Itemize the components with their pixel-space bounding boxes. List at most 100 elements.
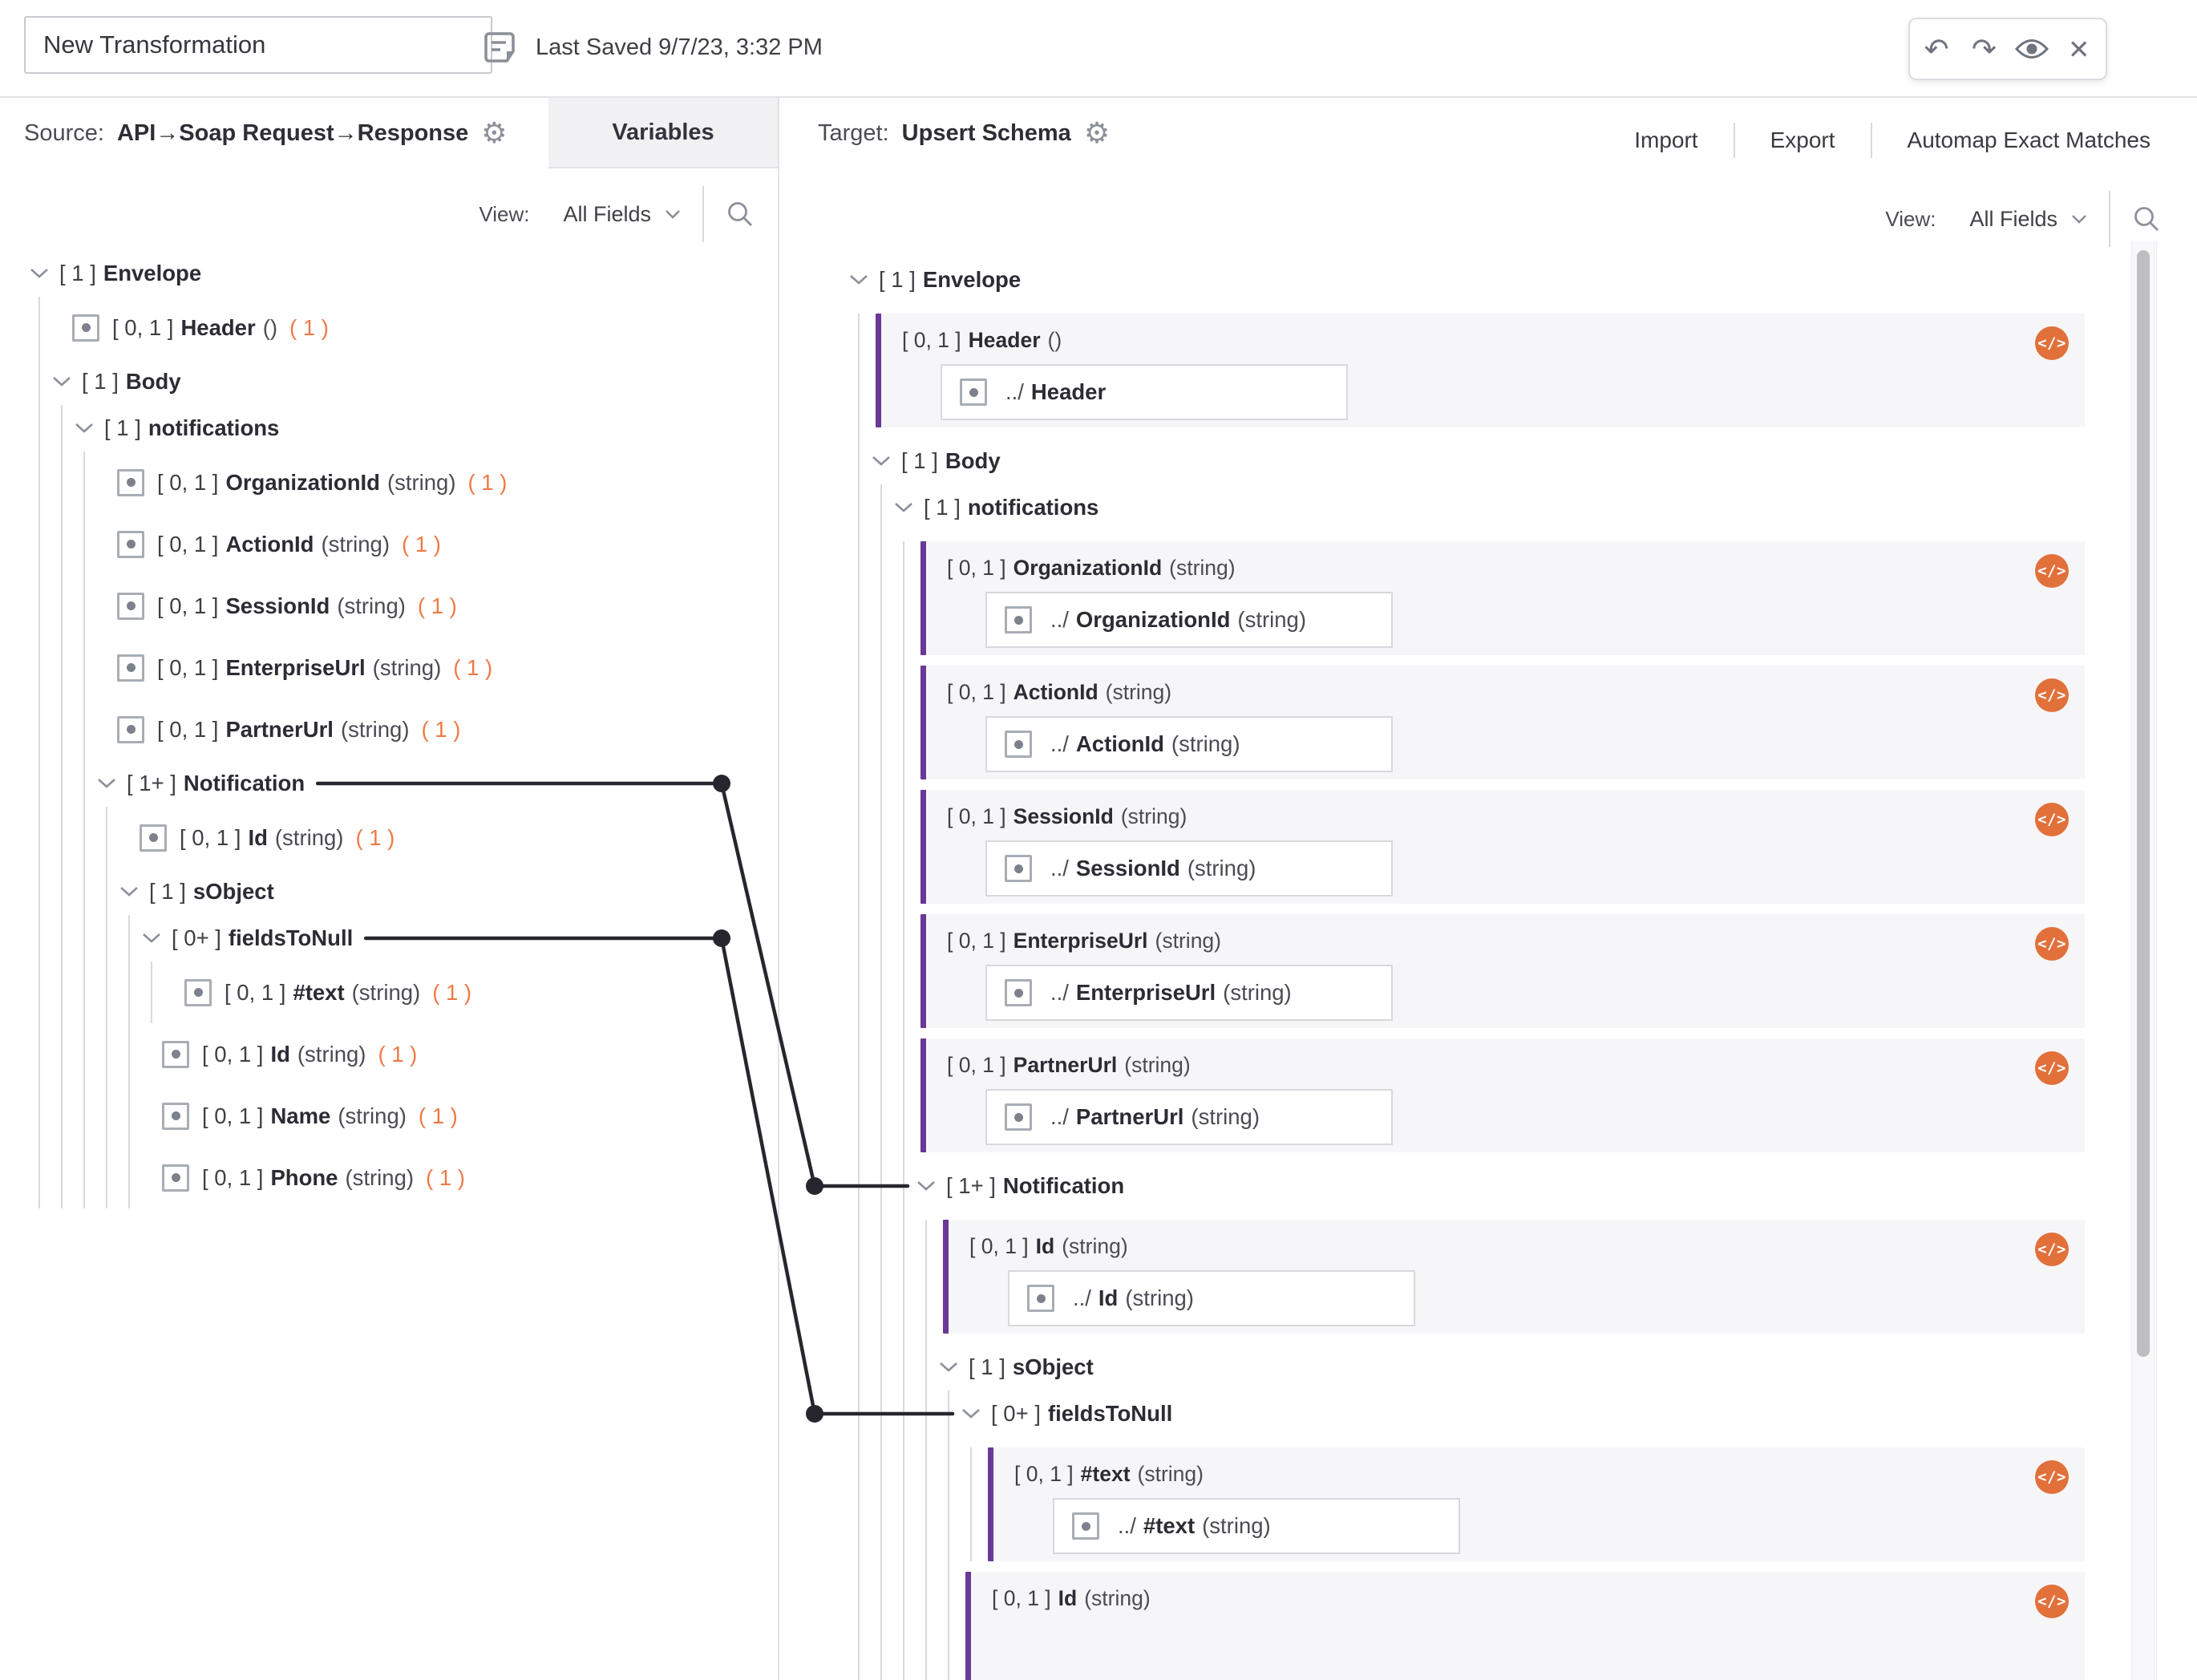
node-label: [ 0+ ] fieldsToNull [991, 1401, 1172, 1427]
square-dot-icon [162, 1164, 189, 1192]
source-gear-icon[interactable]: ⚙ [481, 116, 508, 149]
source-view-dropdown[interactable]: All Fields [563, 202, 682, 227]
mapped-field-slot[interactable]: ../ ActionId (string) [985, 716, 1393, 772]
undo-button[interactable]: ↶ [1924, 32, 1949, 66]
target-row-body[interactable]: [ 1 ] Body [871, 438, 2085, 484]
import-button[interactable]: Import [1634, 128, 1698, 152]
chevron-down-icon[interactable] [141, 932, 162, 945]
target-gear-icon[interactable]: ⚙ [1083, 116, 1111, 149]
automap-exact-matches-button[interactable]: Automap Exact Matches [1907, 128, 2150, 152]
tab-variables[interactable]: Variables [548, 98, 778, 168]
code-script-icon[interactable]: </> [2035, 1585, 2069, 1618]
mapped-field-slot[interactable]: ../ OrganizationId (string) [985, 592, 1393, 648]
tree-children: [ 0, 1 ] Id (string) ../Id (string) </> [ 1 ] s… [925, 1220, 2085, 1680]
source-row-phone[interactable]: [ 0, 1 ] Phone (string) ( 1 ) [141, 1147, 778, 1208]
node-label: [ 0, 1 ] EnterpriseUrl (string) [947, 929, 2085, 953]
export-button[interactable]: Export [1770, 128, 1835, 152]
chevron-down-icon[interactable] [848, 273, 869, 286]
source-row-sessionid[interactable]: [ 0, 1 ] SessionId (string) ( 1 ) [96, 575, 778, 637]
code-script-icon[interactable]: </> [2035, 554, 2069, 588]
scrollbar-thumb[interactable] [2137, 250, 2150, 1357]
code-script-icon[interactable]: </> [2035, 803, 2069, 836]
transformation-name-input[interactable] [24, 16, 492, 74]
node-label: [ 0, 1 ] Id (string)( 1 ) [202, 1042, 417, 1067]
source-row-actionid[interactable]: [ 0, 1 ] ActionId (string) ( 1 ) [96, 513, 778, 575]
code-script-icon[interactable]: </> [2035, 326, 2069, 360]
chevron-down-icon[interactable] [871, 455, 892, 468]
code-script-icon[interactable]: </> [2035, 1051, 2069, 1085]
mapping-count: ( 1 ) [417, 593, 457, 618]
node-name: SessionId [225, 593, 330, 618]
target-row-notifications[interactable]: [ 1 ] notifications [893, 484, 2085, 531]
node-type: (string) [321, 531, 390, 557]
source-row-body[interactable]: [ 1 ] Body [51, 358, 778, 405]
source-row-sobject[interactable]: [ 1 ] sObject [119, 868, 778, 915]
target-view-dropdown[interactable]: All Fields [1969, 207, 2088, 232]
mapped-field-slot[interactable]: ../ Header [941, 364, 1348, 420]
target-row-fieldstonull[interactable]: [ 0+ ] fieldsToNull [961, 1391, 2085, 1437]
preview-eye-button[interactable] [2011, 28, 2053, 70]
note-icon[interactable] [481, 29, 518, 66]
chevron-down-icon[interactable] [961, 1407, 981, 1420]
code-script-icon[interactable]: </> [2035, 678, 2069, 712]
source-row-envelope[interactable]: [ 1 ] Envelope [29, 250, 778, 297]
mapped-field-slot[interactable]: ../ SessionId (string) [985, 840, 1393, 897]
node-type: (string) [372, 654, 442, 680]
chevron-down-icon[interactable] [74, 422, 95, 435]
chevron-down-icon[interactable] [916, 1180, 937, 1192]
chevron-down-icon[interactable] [51, 375, 72, 388]
mapped-field-slot[interactable]: ../ PartnerUrl (string) [985, 1089, 1393, 1145]
chevron-down-icon[interactable] [938, 1361, 959, 1374]
close-button[interactable]: ✕ [2067, 34, 2090, 64]
node-name: PartnerUrl [225, 716, 334, 742]
target-row-sobject[interactable]: [ 1 ] sObject [938, 1344, 2085, 1391]
source-row-enterpriseurl[interactable]: [ 0, 1 ] EnterpriseUrl (string) ( 1 ) [96, 637, 778, 698]
node-label: [ 0, 1 ] Name (string) ( 1 ) [202, 1103, 458, 1129]
chevron-down-icon[interactable] [119, 885, 140, 898]
code-script-icon[interactable]: </> [2035, 1233, 2069, 1266]
cardinality-text: [ 0+ ] [172, 925, 221, 950]
source-search-icon[interactable] [725, 199, 755, 229]
target-row-notification[interactable]: [ 1+ ] Notification [916, 1163, 2085, 1209]
node-type: () [1047, 328, 1062, 352]
node-name: Envelope [922, 267, 1022, 292]
code-script-icon[interactable]: </> [2035, 927, 2069, 961]
mapped-name: SessionId [1075, 856, 1180, 880]
cardinality-text: [ 0, 1 ] [1014, 1462, 1074, 1486]
mapped-type: (string) [1187, 856, 1256, 880]
node-name: sObject [1012, 1354, 1094, 1379]
source-row-organizationid[interactable]: [ 0, 1 ] OrganizationId (string) ( 1 ) [96, 451, 778, 513]
source-row-#text[interactable]: [ 0, 1 ] #text (string) ( 1 ) [164, 961, 778, 1023]
source-row-partnerurl[interactable]: [ 0, 1 ] PartnerUrl (string) ( 1 ) [96, 698, 778, 760]
mapped-field-slot[interactable]: ../ #text (string) [1053, 1498, 1460, 1554]
node-label: [ 0, 1 ] Id (string) [992, 1586, 2085, 1611]
redo-button[interactable]: ↷ [1971, 32, 1997, 66]
node-name: Id [1058, 1586, 1078, 1610]
source-row-notification[interactable]: [ 1+ ] Notification [96, 760, 778, 807]
source-row-fieldstonull[interactable]: [ 0+ ] fieldsToNull [141, 915, 778, 961]
scrollbar-track[interactable] [2131, 241, 2157, 1680]
chevron-down-icon[interactable] [893, 501, 914, 514]
square-dot-icon [117, 530, 144, 558]
node-label: [ 1 ] sObject [149, 879, 274, 905]
code-script-icon[interactable]: </> [2035, 1460, 2069, 1494]
mapped-field-slot[interactable]: ../ Id (string) [1008, 1270, 1415, 1326]
source-row-id[interactable]: [ 0, 1 ] Id (string)( 1 ) [119, 807, 778, 868]
tree-children: [ 0+ ] fieldsToNull[ 0, 1 ] #text (string)(… [128, 915, 778, 1208]
chevron-down-icon[interactable] [29, 267, 50, 280]
source-row-header[interactable]: [ 0, 1 ] Header() ( 1 ) [51, 297, 778, 358]
source-row-name[interactable]: [ 0, 1 ] Name (string) ( 1 ) [141, 1085, 778, 1147]
cardinality-text: [ 1 ] [924, 495, 961, 520]
mapped-prefix: ../ [1050, 856, 1069, 880]
source-row-id[interactable]: [ 0, 1 ] Id (string)( 1 ) [141, 1023, 778, 1085]
target-row-envelope[interactable]: [ 1 ] Envelope [848, 257, 2085, 303]
source-row-notifications[interactable]: [ 1 ] notifications [74, 405, 778, 451]
map-indicator-dot [126, 601, 136, 610]
node-label: [ 0, 1 ] Id (string)( 1 ) [180, 825, 394, 851]
mapped-prefix: ../ [1050, 731, 1069, 756]
view-label: View: [1885, 206, 1936, 231]
mapped-field-slot[interactable]: ../ EnterpriseUrl (string) [985, 965, 1393, 1021]
chevron-down-icon[interactable] [96, 777, 117, 790]
map-indicator-dot [126, 478, 136, 487]
target-search-icon[interactable] [2131, 204, 2162, 234]
